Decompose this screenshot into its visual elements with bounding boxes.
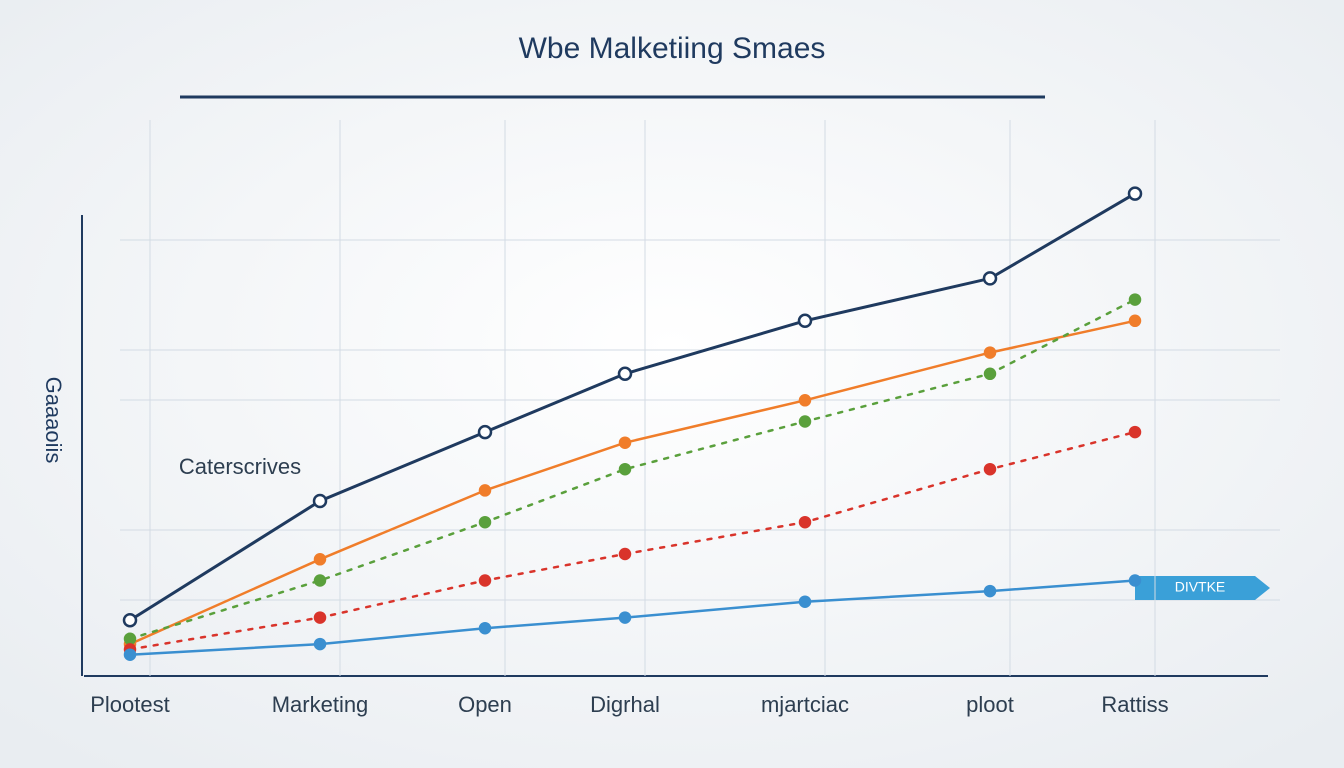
series-marker (478, 484, 492, 497)
series-marker (618, 436, 632, 449)
grid-horizontal (120, 239, 1280, 601)
series-marker (797, 313, 813, 329)
series-marker (1127, 186, 1143, 201)
series-marker (798, 595, 812, 608)
series-marker (983, 367, 997, 381)
series-marker (312, 493, 328, 509)
series-marker (798, 515, 812, 529)
series-marker (477, 424, 493, 440)
series-marker (983, 584, 997, 598)
tag-shape (1135, 576, 1270, 600)
x-tick-label: ploot (966, 692, 1014, 717)
series-marker (313, 553, 327, 566)
chart-title: Wbe Malketiing Smaes (519, 32, 826, 65)
series-marker (1128, 425, 1142, 439)
x-tick-label: Rattiss (1101, 692, 1168, 717)
series-marker (618, 462, 632, 476)
x-tick-label: Open (458, 692, 512, 717)
series-marker (123, 632, 137, 646)
series-marker (478, 621, 492, 635)
series-marker (478, 574, 492, 587)
series-marker (123, 648, 137, 661)
series-marker (1128, 293, 1142, 306)
series-marker (1128, 574, 1142, 587)
series-marker (798, 415, 812, 428)
series-marker (1128, 314, 1142, 328)
series-marker (618, 611, 632, 624)
x-tick-label: Plootest (90, 692, 170, 717)
x-tick-label: mjartciac (761, 692, 849, 717)
series-marker (617, 366, 633, 382)
series-marker (983, 346, 997, 359)
series-marker (313, 611, 327, 624)
series-marker (983, 462, 997, 476)
x-tick-label: Digrhal (590, 692, 660, 717)
tag-label: DIVTKE (1175, 579, 1226, 595)
series-marker (798, 394, 812, 407)
annotation: Caterscrives (179, 454, 301, 479)
series-marker (313, 637, 327, 651)
series-marker (313, 574, 327, 587)
series-marker (122, 613, 138, 628)
series-marker (982, 271, 998, 286)
y-axis-label: Gaaaoiis (41, 377, 66, 464)
series-marker (478, 515, 492, 529)
x-tick-label: Marketing (272, 692, 369, 717)
series-marker (618, 547, 632, 561)
